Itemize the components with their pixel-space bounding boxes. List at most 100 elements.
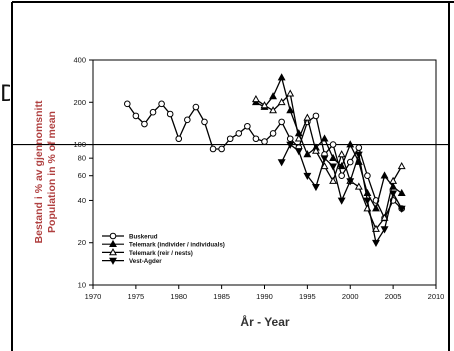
x-tick-label: 1980 — [170, 292, 187, 301]
data-point — [372, 239, 380, 248]
series-line — [255, 75, 403, 211]
legend-label: Telemark (reir / nests) — [129, 250, 193, 257]
data-point — [355, 144, 363, 151]
data-point — [252, 135, 260, 143]
legend-item: Vest-Agder — [102, 257, 162, 265]
data-point — [286, 106, 295, 114]
x-tick-label: 2010 — [428, 292, 445, 301]
data-point — [201, 118, 208, 126]
data-point — [337, 161, 346, 170]
data-point — [312, 146, 320, 154]
y-tick-label: 80 — [78, 154, 86, 163]
data-point — [226, 135, 234, 143]
data-point — [261, 138, 268, 145]
data-point — [175, 135, 183, 143]
data-point — [124, 100, 131, 108]
cropped-glyph: D — [0, 82, 10, 107]
x-tick-label: 2000 — [342, 292, 359, 301]
data-point — [397, 161, 406, 170]
legend-label: Buskerud — [129, 234, 158, 241]
data-point — [294, 148, 303, 156]
series-1 — [124, 100, 406, 222]
data-point — [354, 151, 363, 159]
data-point — [286, 141, 295, 149]
data-point — [260, 101, 269, 109]
data-point — [364, 172, 371, 180]
data-point — [329, 141, 337, 148]
data-point — [286, 135, 294, 143]
data-point — [251, 94, 260, 103]
data-point — [166, 110, 174, 118]
data-point — [312, 184, 320, 192]
data-point — [397, 205, 406, 213]
y-axis-label-2: Population in % of mean — [46, 111, 58, 233]
data-point — [109, 248, 117, 256]
data-point — [338, 172, 345, 180]
data-point — [303, 172, 312, 181]
legend-item: Telemark (individer / individuals) — [102, 239, 225, 249]
data-point — [397, 188, 406, 197]
data-point — [109, 257, 117, 265]
legend-label: Vest-Agder — [129, 258, 162, 265]
y-tick-label: 400 — [73, 56, 86, 65]
series-4 — [277, 141, 406, 248]
data-point — [269, 92, 278, 100]
data-point — [303, 150, 312, 158]
series-3 — [251, 89, 406, 232]
x-tick-label: 1975 — [128, 292, 145, 301]
data-point — [109, 239, 117, 247]
y-axis-label: Bestand i % av gjennomsnitt — [33, 100, 45, 243]
data-point — [149, 108, 157, 116]
x-tick-label: 1995 — [299, 292, 316, 301]
legend-label: Telemark (individer / individuals) — [129, 242, 225, 249]
data-point — [286, 89, 295, 97]
data-point — [141, 120, 148, 128]
data-point — [346, 140, 355, 148]
x-tick-label: 1990 — [256, 292, 273, 301]
data-point — [109, 232, 117, 240]
data-point — [303, 113, 312, 121]
data-point — [346, 178, 355, 186]
data-point — [389, 190, 398, 198]
data-point — [235, 130, 243, 137]
legend-item: Telemark (reir / nests) — [102, 248, 193, 257]
data-point — [372, 204, 380, 212]
data-point — [269, 130, 277, 137]
data-point — [277, 97, 286, 106]
data-point — [320, 134, 329, 142]
data-point — [329, 163, 338, 171]
data-point — [312, 112, 320, 120]
data-point — [209, 145, 217, 153]
data-point — [380, 213, 389, 221]
data-point — [278, 118, 285, 126]
data-point — [363, 197, 372, 205]
data-point — [218, 145, 225, 153]
data-point — [320, 161, 329, 170]
data-point — [329, 176, 338, 184]
data-point — [184, 116, 191, 124]
x-axis-label: År - Year — [240, 314, 289, 329]
y-tick-label: 10 — [78, 281, 86, 290]
data-point — [380, 171, 389, 179]
data-point — [277, 73, 286, 81]
data-point — [269, 106, 278, 114]
data-point — [346, 158, 354, 166]
x-tick-label: 1970 — [85, 292, 102, 301]
y-tick-label: 60 — [78, 171, 86, 180]
data-point — [337, 150, 346, 158]
y-tick-label: 100 — [73, 140, 86, 149]
data-point — [244, 122, 251, 130]
y-tick-label: 20 — [78, 238, 86, 247]
data-point — [337, 197, 346, 205]
data-point — [389, 176, 398, 184]
legend-item: Buskerud — [102, 232, 158, 241]
data-point — [380, 226, 389, 234]
data-point — [132, 112, 140, 120]
data-point — [192, 103, 200, 111]
data-point — [329, 153, 338, 161]
y-tick-label: 200 — [73, 98, 86, 107]
data-point — [294, 134, 303, 142]
data-point — [158, 100, 165, 108]
series-2 — [251, 73, 406, 212]
